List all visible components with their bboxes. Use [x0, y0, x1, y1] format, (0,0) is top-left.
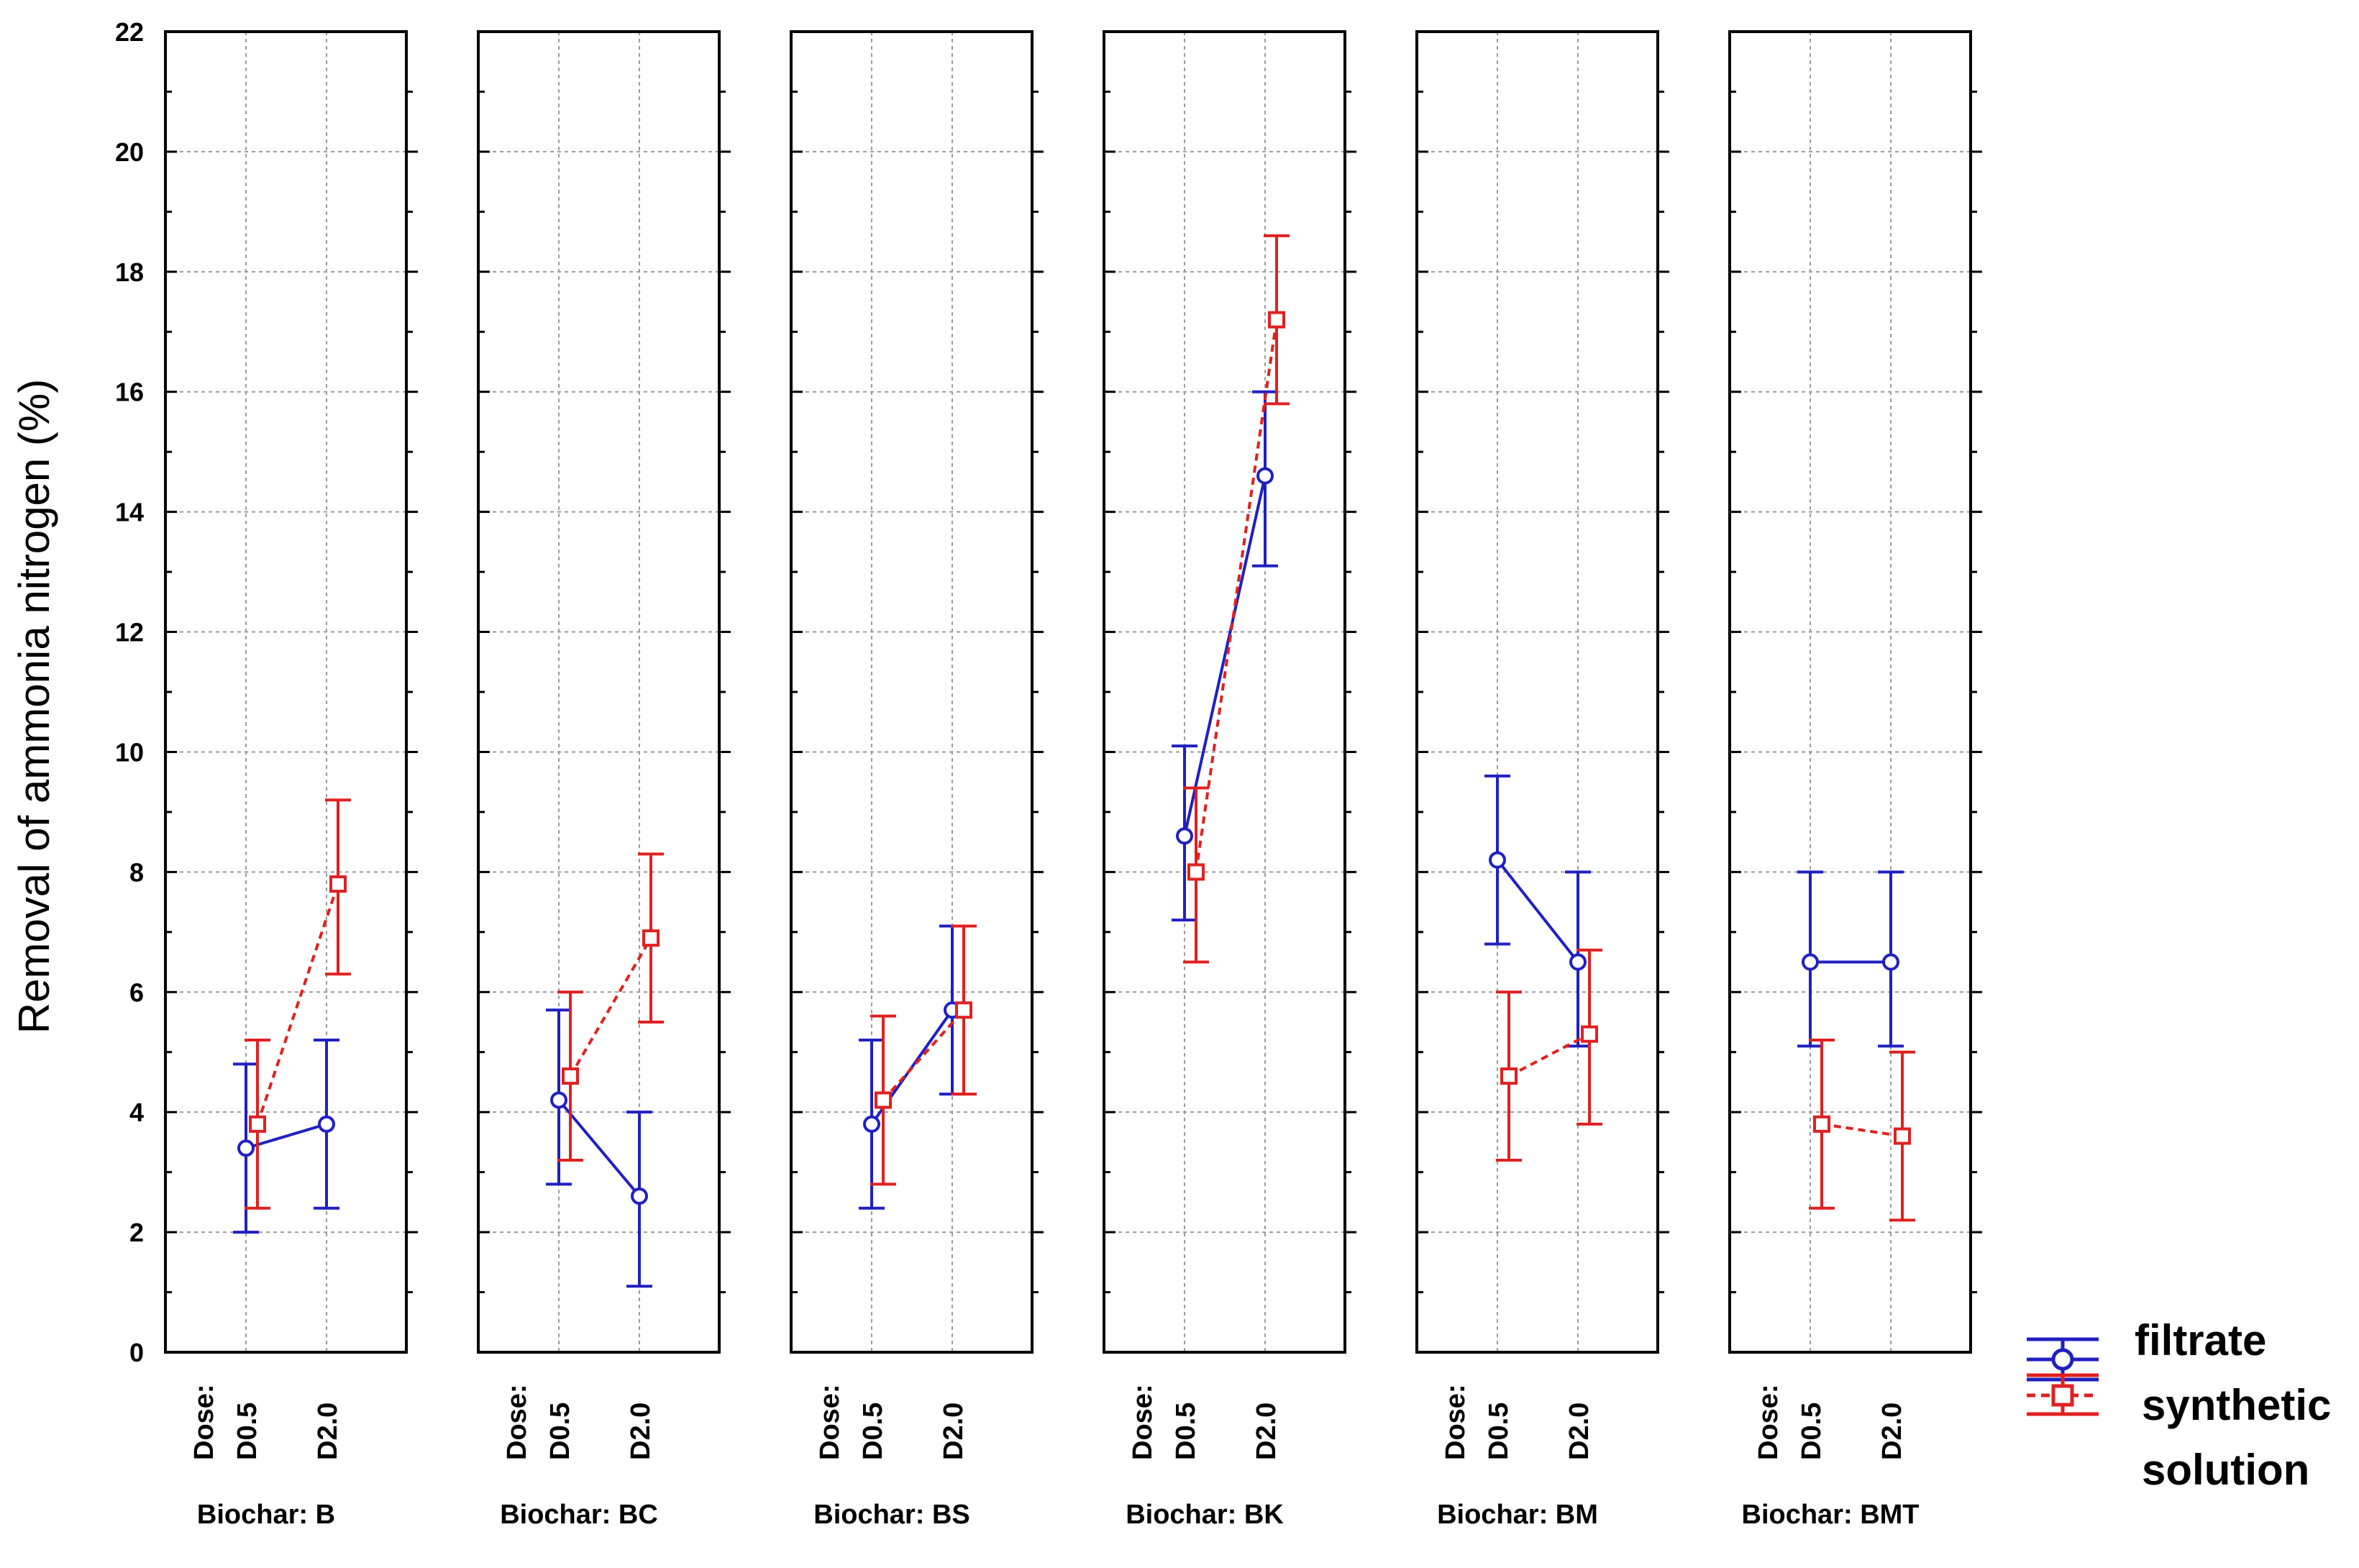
x-tick-label-d20: D2.0 — [1251, 1403, 1282, 1460]
panel-label: Biochar: BK — [1126, 1500, 1284, 1530]
y-tick-label: 12 — [115, 618, 144, 647]
panel-2: Dose: D0.5 D2.0 Biochar: BS — [790, 30, 1044, 1530]
x-tick-label-d20: D2.0 — [313, 1403, 343, 1460]
synthetic-point — [642, 929, 660, 947]
y-tick-label: 8 — [129, 857, 144, 887]
legend-synthetic-marker — [2051, 1384, 2074, 1407]
synthetic-point — [955, 1001, 972, 1019]
panel-frame — [1415, 30, 1659, 1354]
x-tick-label-d20: D2.0 — [1877, 1403, 1907, 1460]
dose-prefix-label: Dose: — [189, 1384, 219, 1460]
filtrate-point — [318, 1115, 335, 1133]
panel-frame — [790, 30, 1034, 1354]
dose-prefix-label: Dose: — [1441, 1384, 1471, 1460]
y-tick-label: 18 — [115, 257, 144, 287]
y-tick-label: 20 — [115, 137, 144, 167]
y-tick-label: 2 — [129, 1218, 144, 1247]
filtrate-point — [863, 1115, 880, 1133]
panel-frame — [477, 30, 721, 1354]
synthetic-point — [562, 1067, 579, 1085]
x-tick-label-d05: D0.5 — [1797, 1403, 1827, 1460]
panel-label: Biochar: B — [197, 1500, 335, 1530]
filtrate-line — [245, 1122, 327, 1150]
synthetic-line — [1195, 319, 1278, 872]
dose-prefix-label: Dose: — [502, 1384, 532, 1460]
panel-frame — [164, 30, 408, 1354]
synthetic-point — [1581, 1025, 1598, 1043]
panel-label: Biochar: BM — [1437, 1500, 1598, 1530]
filtrate-point — [550, 1091, 567, 1109]
y-tick-label: 22 — [115, 17, 144, 47]
panel-0: Dose: D0.5 D2.0 Biochar: B — [164, 30, 418, 1530]
panel-5: Dose: D0.5 D2.0 Biochar: BMT — [1728, 30, 1982, 1530]
panel-frame — [1728, 30, 1972, 1354]
legend-filtrate-label: filtrate — [2135, 1316, 2266, 1364]
filtrate-point — [631, 1188, 648, 1205]
synthetic-line — [882, 1008, 965, 1101]
y-tick-label: 10 — [115, 737, 144, 767]
synthetic-point — [1187, 863, 1205, 881]
synthetic-line — [1821, 1122, 1903, 1138]
filtrate-line — [1183, 475, 1267, 837]
panel-frame — [1103, 30, 1346, 1354]
x-tick-label-d05: D0.5 — [232, 1403, 263, 1460]
y-tick-label: 14 — [115, 498, 144, 527]
filtrate-point — [237, 1139, 255, 1157]
panel-1: Dose: D0.5 D2.0 Biochar: BC — [477, 30, 731, 1530]
filtrate-line — [557, 1099, 641, 1198]
legend-synthetic-label: synthetic — [2142, 1381, 2331, 1429]
synthetic-point — [1268, 311, 1285, 329]
x-tick-label-d20: D2.0 — [626, 1403, 656, 1460]
synthetic-line — [1508, 1032, 1590, 1077]
dose-prefix-label: Dose: — [1128, 1384, 1158, 1460]
y-tick-label: 0 — [129, 1338, 144, 1367]
panel-3: Dose: D0.5 D2.0 Biochar: BK — [1103, 30, 1356, 1530]
synthetic-point — [1894, 1127, 1911, 1145]
y-tick-label: 4 — [129, 1098, 144, 1127]
filtrate-point — [1802, 953, 1819, 971]
x-tick-label-d05: D0.5 — [1484, 1403, 1514, 1460]
panel-label: Biochar: BC — [500, 1500, 658, 1530]
x-tick-label-d20: D2.0 — [939, 1403, 969, 1460]
synthetic-line — [569, 937, 652, 1077]
panel-label: Biochar: BMT — [1742, 1500, 1920, 1530]
filtrate-point — [1176, 827, 1193, 845]
dose-prefix-label: Dose: — [1753, 1384, 1784, 1460]
y-axis-label: Removal of ammonia nitrogen (%) — [10, 379, 58, 1034]
filtrate-point — [1569, 953, 1587, 971]
filtrate-point — [1256, 467, 1274, 485]
x-tick-label-d20: D2.0 — [1564, 1403, 1594, 1460]
x-tick-label-d05: D0.5 — [545, 1403, 575, 1460]
synthetic-line — [256, 883, 339, 1125]
synthetic-point — [1813, 1115, 1830, 1133]
filtrate-point — [1489, 851, 1506, 869]
synthetic-point — [329, 875, 347, 893]
legend-synthetic-label-line2: solution — [2142, 1446, 2309, 1494]
legend-filtrate-marker — [2051, 1348, 2074, 1371]
y-tick-label: 16 — [115, 378, 144, 407]
panel-4: Dose: D0.5 D2.0 Biochar: BM — [1415, 30, 1669, 1530]
x-tick-label-d05: D0.5 — [1171, 1403, 1201, 1460]
synthetic-point — [1500, 1067, 1518, 1085]
dose-prefix-label: Dose: — [815, 1384, 845, 1460]
x-tick-label-d05: D0.5 — [858, 1403, 888, 1460]
filtrate-point — [1882, 953, 1899, 971]
panel-label: Biochar: BS — [813, 1500, 969, 1530]
filtrate-line — [1496, 859, 1579, 963]
synthetic-point — [875, 1091, 892, 1109]
synthetic-point — [249, 1115, 266, 1133]
y-tick-label: 6 — [129, 977, 144, 1007]
